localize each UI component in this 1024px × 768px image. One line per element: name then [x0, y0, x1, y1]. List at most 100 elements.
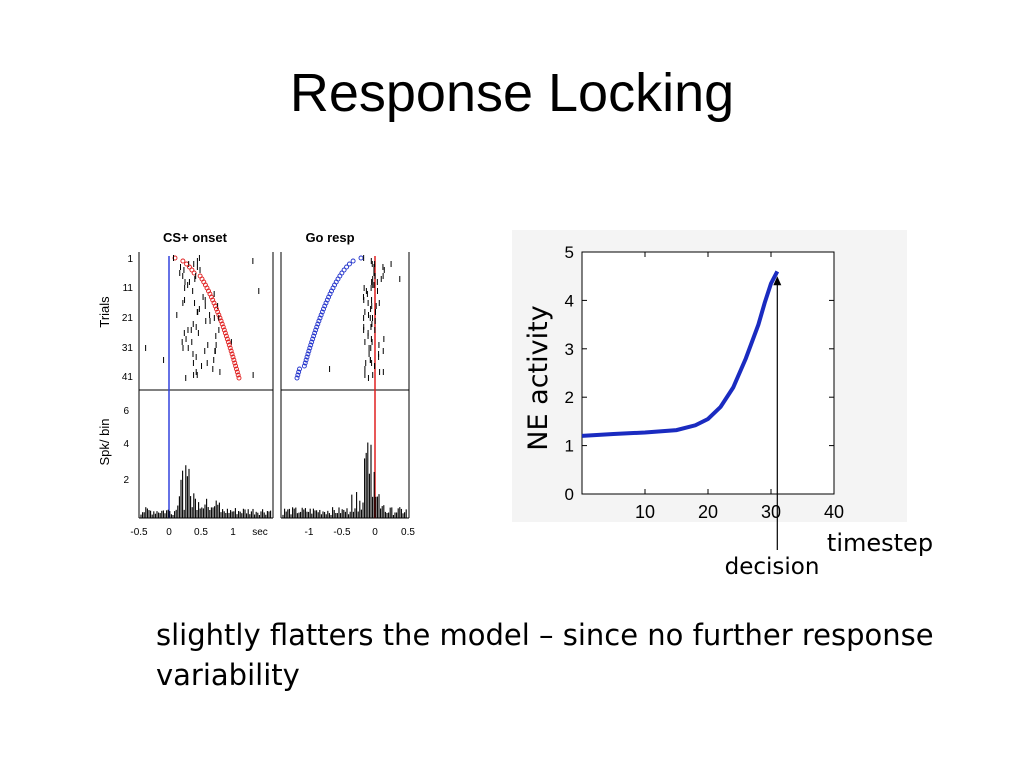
cs-marker — [344, 264, 350, 270]
cs-marker — [308, 342, 314, 348]
rt-marker — [234, 366, 239, 372]
panel-title-go-resp: Go resp — [305, 230, 354, 245]
cs-marker — [297, 366, 302, 372]
trials-axis-label: Trials — [97, 296, 112, 328]
cs-marker — [346, 261, 352, 267]
rt-marker — [218, 318, 224, 324]
hist-ticks: 6 4 2 — [123, 406, 129, 486]
decision-arrowhead — [773, 276, 782, 286]
rt-marker — [225, 339, 231, 345]
cs-marker — [311, 333, 317, 339]
right-histogram — [282, 442, 407, 518]
x-axis-label: timestep — [827, 529, 933, 557]
rt-marker — [232, 360, 238, 366]
ne-axis-ticks: 0 1 2 3 4 5 10 20 30 40 — [565, 243, 844, 522]
rt-marker — [234, 369, 240, 375]
ne-activity-chart: 0 1 2 3 4 5 10 20 30 40 NE activity decision time… — [512, 230, 933, 580]
right-raster — [294, 255, 401, 381]
rt-marker — [220, 324, 226, 330]
cs-marker — [318, 312, 324, 318]
cs-marker — [323, 300, 329, 306]
x-tick: -0.5 — [130, 527, 148, 538]
rt-marker — [229, 351, 235, 357]
rt-marker — [228, 348, 234, 354]
trial-tick: 31 — [122, 343, 134, 354]
y-tick-label: 4 — [565, 291, 574, 310]
cs-marker — [319, 309, 325, 315]
cs-marker — [304, 354, 310, 360]
page-title: Response Locking — [289, 63, 735, 123]
x-tick: 1 — [230, 527, 236, 538]
left-x-ticks: -0.5 0 0.5 1 sec — [130, 527, 267, 538]
rt-marker — [180, 258, 186, 264]
rt-marker — [223, 333, 229, 339]
raster-figure: CS+ onset Go resp Trials Spk/ bin 1 11 2… — [97, 230, 416, 538]
x-tick: 0 — [166, 527, 172, 538]
plot-area — [581, 251, 835, 495]
cs-marker — [313, 327, 319, 333]
cs-marker — [294, 375, 300, 381]
rt-marker — [221, 327, 227, 333]
rt-marker — [226, 342, 232, 348]
panel-title-cs-onset: CS+ onset — [163, 230, 228, 245]
rt-marker — [233, 363, 239, 369]
left-histogram — [140, 465, 272, 518]
hist-axis-label: Spk/ bin — [97, 419, 112, 466]
slide-caption: slightly flatters the model – since no f… — [156, 618, 934, 692]
cs-marker — [350, 258, 356, 264]
y-tick-label: 2 — [565, 388, 574, 407]
cs-marker — [317, 315, 323, 321]
rt-marker — [211, 300, 217, 306]
cs-marker — [303, 357, 309, 363]
x-tick-label: 40 — [824, 502, 844, 522]
rt-marker — [214, 306, 219, 312]
right-x-ticks: -1 -0.5 0 0.5 — [305, 527, 416, 538]
rt-marker — [236, 375, 242, 381]
trials-ticks: 1 11 21 31 41 — [122, 254, 134, 383]
cs-marker — [301, 363, 307, 369]
cs-marker — [309, 339, 315, 345]
ne-series-line — [581, 270, 780, 438]
x-tick: -0.5 — [333, 527, 351, 538]
y-tick-label: 0 — [565, 485, 574, 504]
rt-marker — [235, 372, 241, 378]
x-unit: sec — [252, 527, 268, 538]
cs-marker — [315, 321, 321, 327]
hist-tick: 4 — [123, 439, 129, 450]
cs-marker — [358, 255, 364, 261]
x-tick-label: 30 — [761, 502, 781, 522]
annotation-decision: decision — [725, 554, 820, 580]
y-tick-label: 3 — [565, 340, 574, 359]
rt-marker — [224, 336, 230, 342]
cs-marker — [305, 351, 311, 357]
trial-tick: 1 — [127, 254, 133, 265]
cs-marker — [296, 369, 302, 375]
trial-tick: 11 — [123, 283, 134, 294]
rt-marker — [230, 354, 236, 360]
hist-tick: 2 — [123, 475, 129, 486]
left-raster — [145, 255, 260, 381]
right-panel-frame — [280, 252, 410, 519]
rt-marker — [227, 345, 233, 351]
cs-marker — [322, 303, 328, 309]
cs-marker — [307, 345, 313, 351]
cs-marker — [310, 336, 316, 342]
rt-marker — [217, 315, 223, 321]
x-tick-label: 10 — [635, 502, 655, 522]
x-tick: 0.5 — [194, 527, 208, 538]
rt-marker — [215, 309, 221, 315]
hist-tick: 6 — [123, 406, 129, 417]
cs-marker — [312, 330, 318, 336]
rt-marker — [231, 357, 237, 363]
rt-marker — [222, 330, 228, 336]
y-axis-label: NE activity — [523, 305, 554, 450]
rt-marker — [186, 264, 192, 270]
cs-marker — [302, 360, 308, 366]
y-tick-label: 5 — [565, 243, 574, 262]
cs-marker — [306, 348, 312, 354]
rt-marker — [219, 321, 225, 327]
cs-marker — [314, 324, 320, 330]
cs-marker — [295, 372, 301, 378]
x-tick: 0.5 — [401, 527, 415, 538]
cs-marker — [321, 306, 326, 312]
